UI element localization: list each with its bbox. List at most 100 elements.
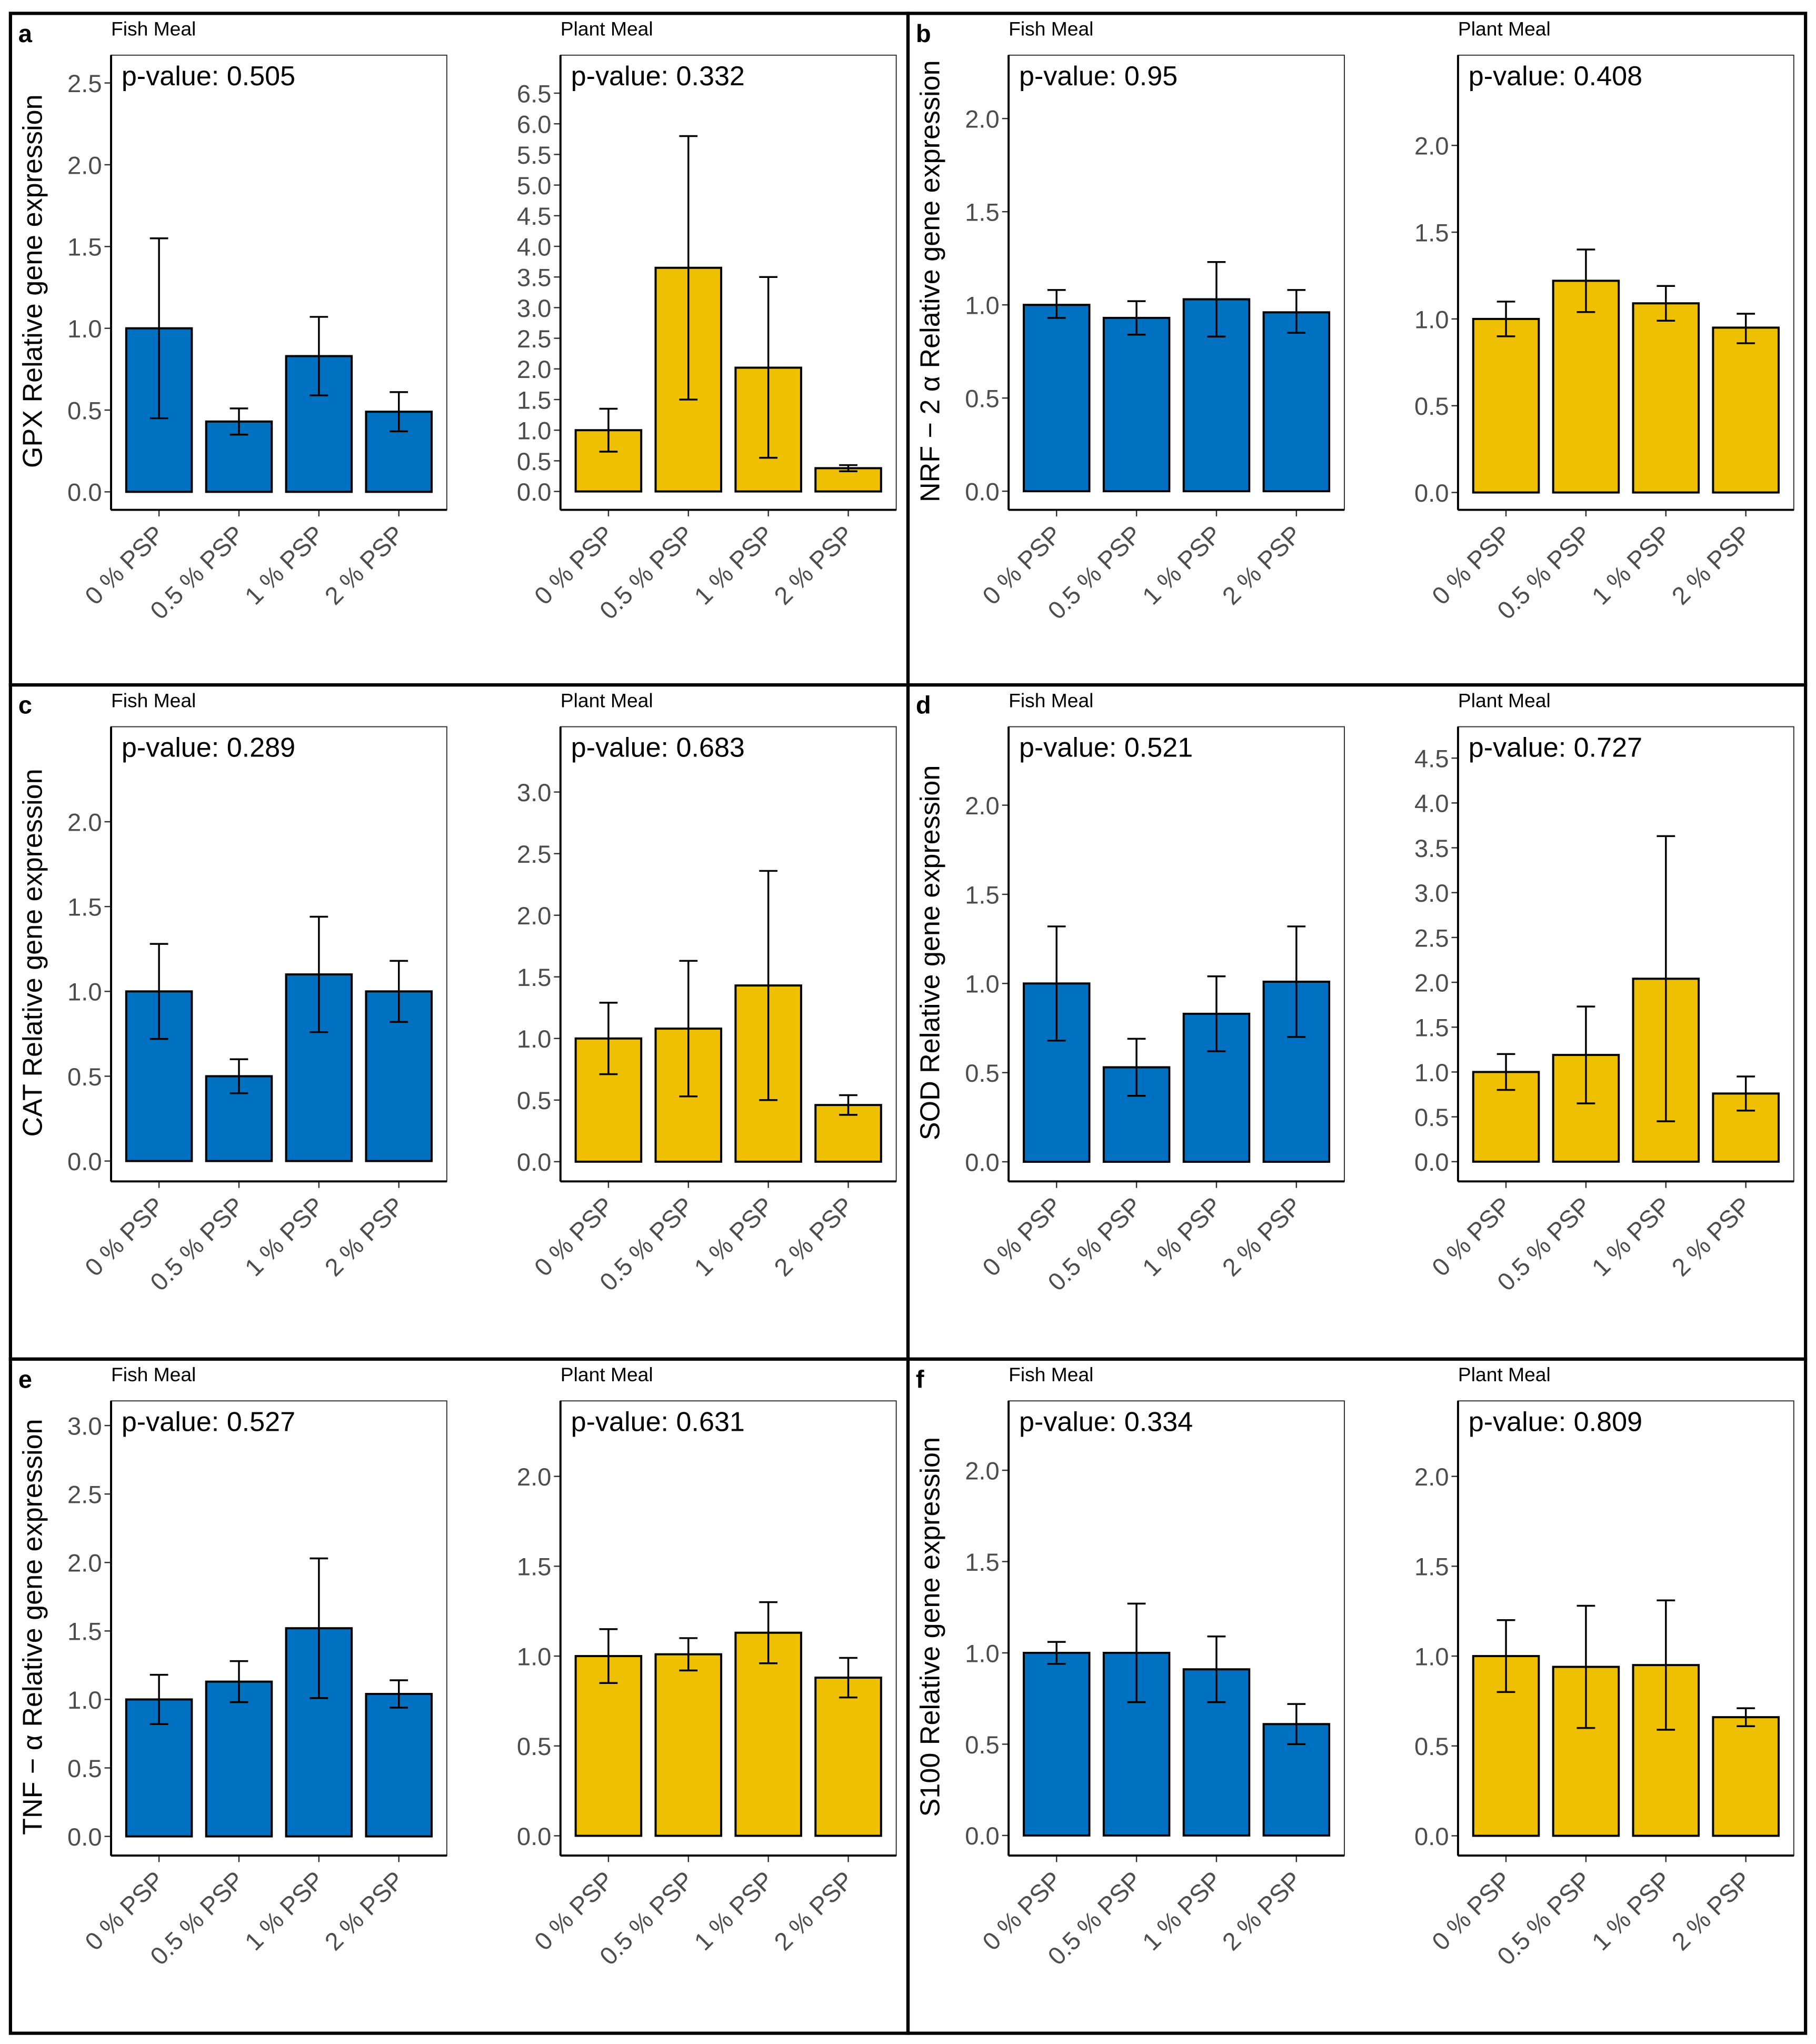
bar [1022, 304, 1091, 493]
y-tick-label: 0.5 [67, 1063, 102, 1091]
bar [1022, 1651, 1091, 1837]
y-tick-label: 1.0 [965, 970, 1000, 998]
y-tick-label: 3.0 [67, 1412, 102, 1440]
y-tick-label: 2.0 [67, 151, 102, 179]
y-tick-label: 6.5 [517, 79, 552, 107]
x-tick-label: 2 % PSP [1666, 1192, 1756, 1282]
y-tick-label: 2.5 [67, 1481, 102, 1509]
y-axis-label: CAT Relative gene expression [17, 769, 48, 1136]
y-tick-label: 1.5 [1414, 1553, 1449, 1581]
y-tick-label: 0.5 [67, 396, 102, 424]
y-tick-label: 0.5 [517, 1732, 552, 1760]
y-tick-label: 0.0 [517, 478, 552, 506]
y-tick-label: 0.0 [1414, 1148, 1449, 1176]
y-tick-label: 4.5 [517, 202, 552, 230]
bar [574, 1655, 643, 1837]
y-tick-label: 0.5 [965, 1059, 1000, 1087]
y-tick-label: 3.0 [517, 779, 552, 806]
chart-title: Fish Meal [1009, 689, 1093, 711]
y-tick-label: 1.0 [965, 292, 1000, 320]
chart-title: Plant Meal [561, 689, 653, 711]
y-tick-label: 0.0 [517, 1148, 552, 1176]
y-tick-label: 2.0 [517, 902, 552, 930]
y-tick-label: 1.0 [517, 1025, 552, 1053]
y-tick-label: 1.0 [1414, 305, 1449, 333]
chart-title: Fish Meal [1009, 1363, 1093, 1385]
x-tick-label: 1 % PSP [1137, 520, 1227, 610]
p-value-label: p-value: 0.505 [122, 61, 295, 92]
y-axis-label: TNF − α Relative gene expression [17, 1419, 48, 1834]
y-tick-label: 0.5 [517, 447, 552, 475]
chart-title: Fish Meal [111, 18, 196, 40]
y-tick-label: 2.0 [67, 1549, 102, 1577]
y-tick-label: 3.0 [1414, 879, 1449, 907]
y-tick-label: 0.0 [965, 1822, 1000, 1850]
y-tick-label: 0.5 [1414, 1103, 1449, 1131]
y-tick-label: 0.0 [965, 1148, 1000, 1176]
y-tick-label: 5.0 [517, 172, 552, 200]
y-tick-label: 1.5 [1414, 218, 1449, 246]
y-tick-label: 2.5 [1414, 924, 1449, 952]
x-tick-label: 2 % PSP [319, 1866, 409, 1956]
y-tick-label: 0.0 [67, 478, 102, 506]
bar [1102, 316, 1171, 493]
y-tick-label: 0.0 [67, 1148, 102, 1175]
panel-letter: d [916, 691, 931, 719]
y-tick-label: 0.5 [965, 385, 1000, 413]
x-tick-label: 1 % PSP [1586, 520, 1676, 610]
y-tick-label: 2.0 [517, 355, 552, 383]
y-axis-label: S100 Relative gene expression [915, 1437, 946, 1817]
x-tick-label: 1 % PSP [1137, 1192, 1227, 1282]
x-tick-label: 2 % PSP [1216, 1866, 1306, 1956]
panel-a: a GPX Relative gene expression Fish Meal0 … [8, 12, 910, 687]
panel-c: c CAT Relative gene expression Fish Meal0 … [8, 683, 910, 1361]
y-tick-label: 6.0 [517, 111, 552, 138]
y-tick-label: 2.5 [517, 325, 552, 353]
y-tick-label: 1.5 [67, 893, 102, 921]
y-tick-label: 2.0 [1414, 969, 1449, 996]
chart-title: Fish Meal [111, 1363, 196, 1385]
chart-title: Plant Meal [1458, 18, 1551, 40]
y-tick-label: 1.5 [965, 881, 1000, 909]
x-tick-label: 2 % PSP [1216, 1192, 1306, 1282]
p-value-label: p-value: 0.521 [1019, 733, 1193, 763]
p-value-label: p-value: 0.727 [1469, 733, 1642, 763]
bar [1712, 326, 1780, 494]
p-value-label: p-value: 0.527 [122, 1407, 295, 1437]
x-tick-label: 2 % PSP [769, 1866, 859, 1956]
y-axis-label: NRF − 2 α Relative gene expression [915, 60, 946, 502]
p-value-label: p-value: 0.95 [1019, 61, 1178, 92]
y-tick-label: 1.0 [67, 1686, 102, 1714]
y-tick-label: 1.0 [67, 978, 102, 1006]
x-tick-label: 2 % PSP [1666, 520, 1756, 610]
x-tick-label: 1 % PSP [689, 520, 779, 610]
y-tick-label: 1.0 [517, 417, 552, 445]
y-tick-label: 1.5 [517, 963, 552, 991]
p-value-label: p-value: 0.408 [1469, 61, 1642, 92]
x-tick-label: 2 % PSP [769, 1192, 859, 1282]
y-tick-label: 0.5 [517, 1086, 552, 1114]
y-axis-label: GPX Relative gene expression [17, 94, 48, 468]
y-tick-label: 5.5 [517, 141, 552, 169]
y-tick-label: 2.0 [965, 1457, 1000, 1484]
y-tick-label: 1.5 [67, 233, 102, 261]
p-value-label: p-value: 0.332 [571, 61, 745, 92]
chart-title: Fish Meal [111, 689, 196, 711]
y-tick-label: 0.5 [1414, 392, 1449, 420]
y-axis-label: SOD Relative gene expression [915, 765, 946, 1141]
x-tick-label: 1 % PSP [689, 1192, 779, 1282]
x-tick-label: 2 % PSP [319, 520, 409, 610]
p-value-label: p-value: 0.334 [1019, 1407, 1193, 1437]
y-tick-label: 0.0 [517, 1822, 552, 1850]
y-tick-label: 4.5 [1414, 745, 1449, 773]
y-tick-label: 4.0 [1414, 790, 1449, 817]
panel-letter: c [18, 691, 32, 719]
